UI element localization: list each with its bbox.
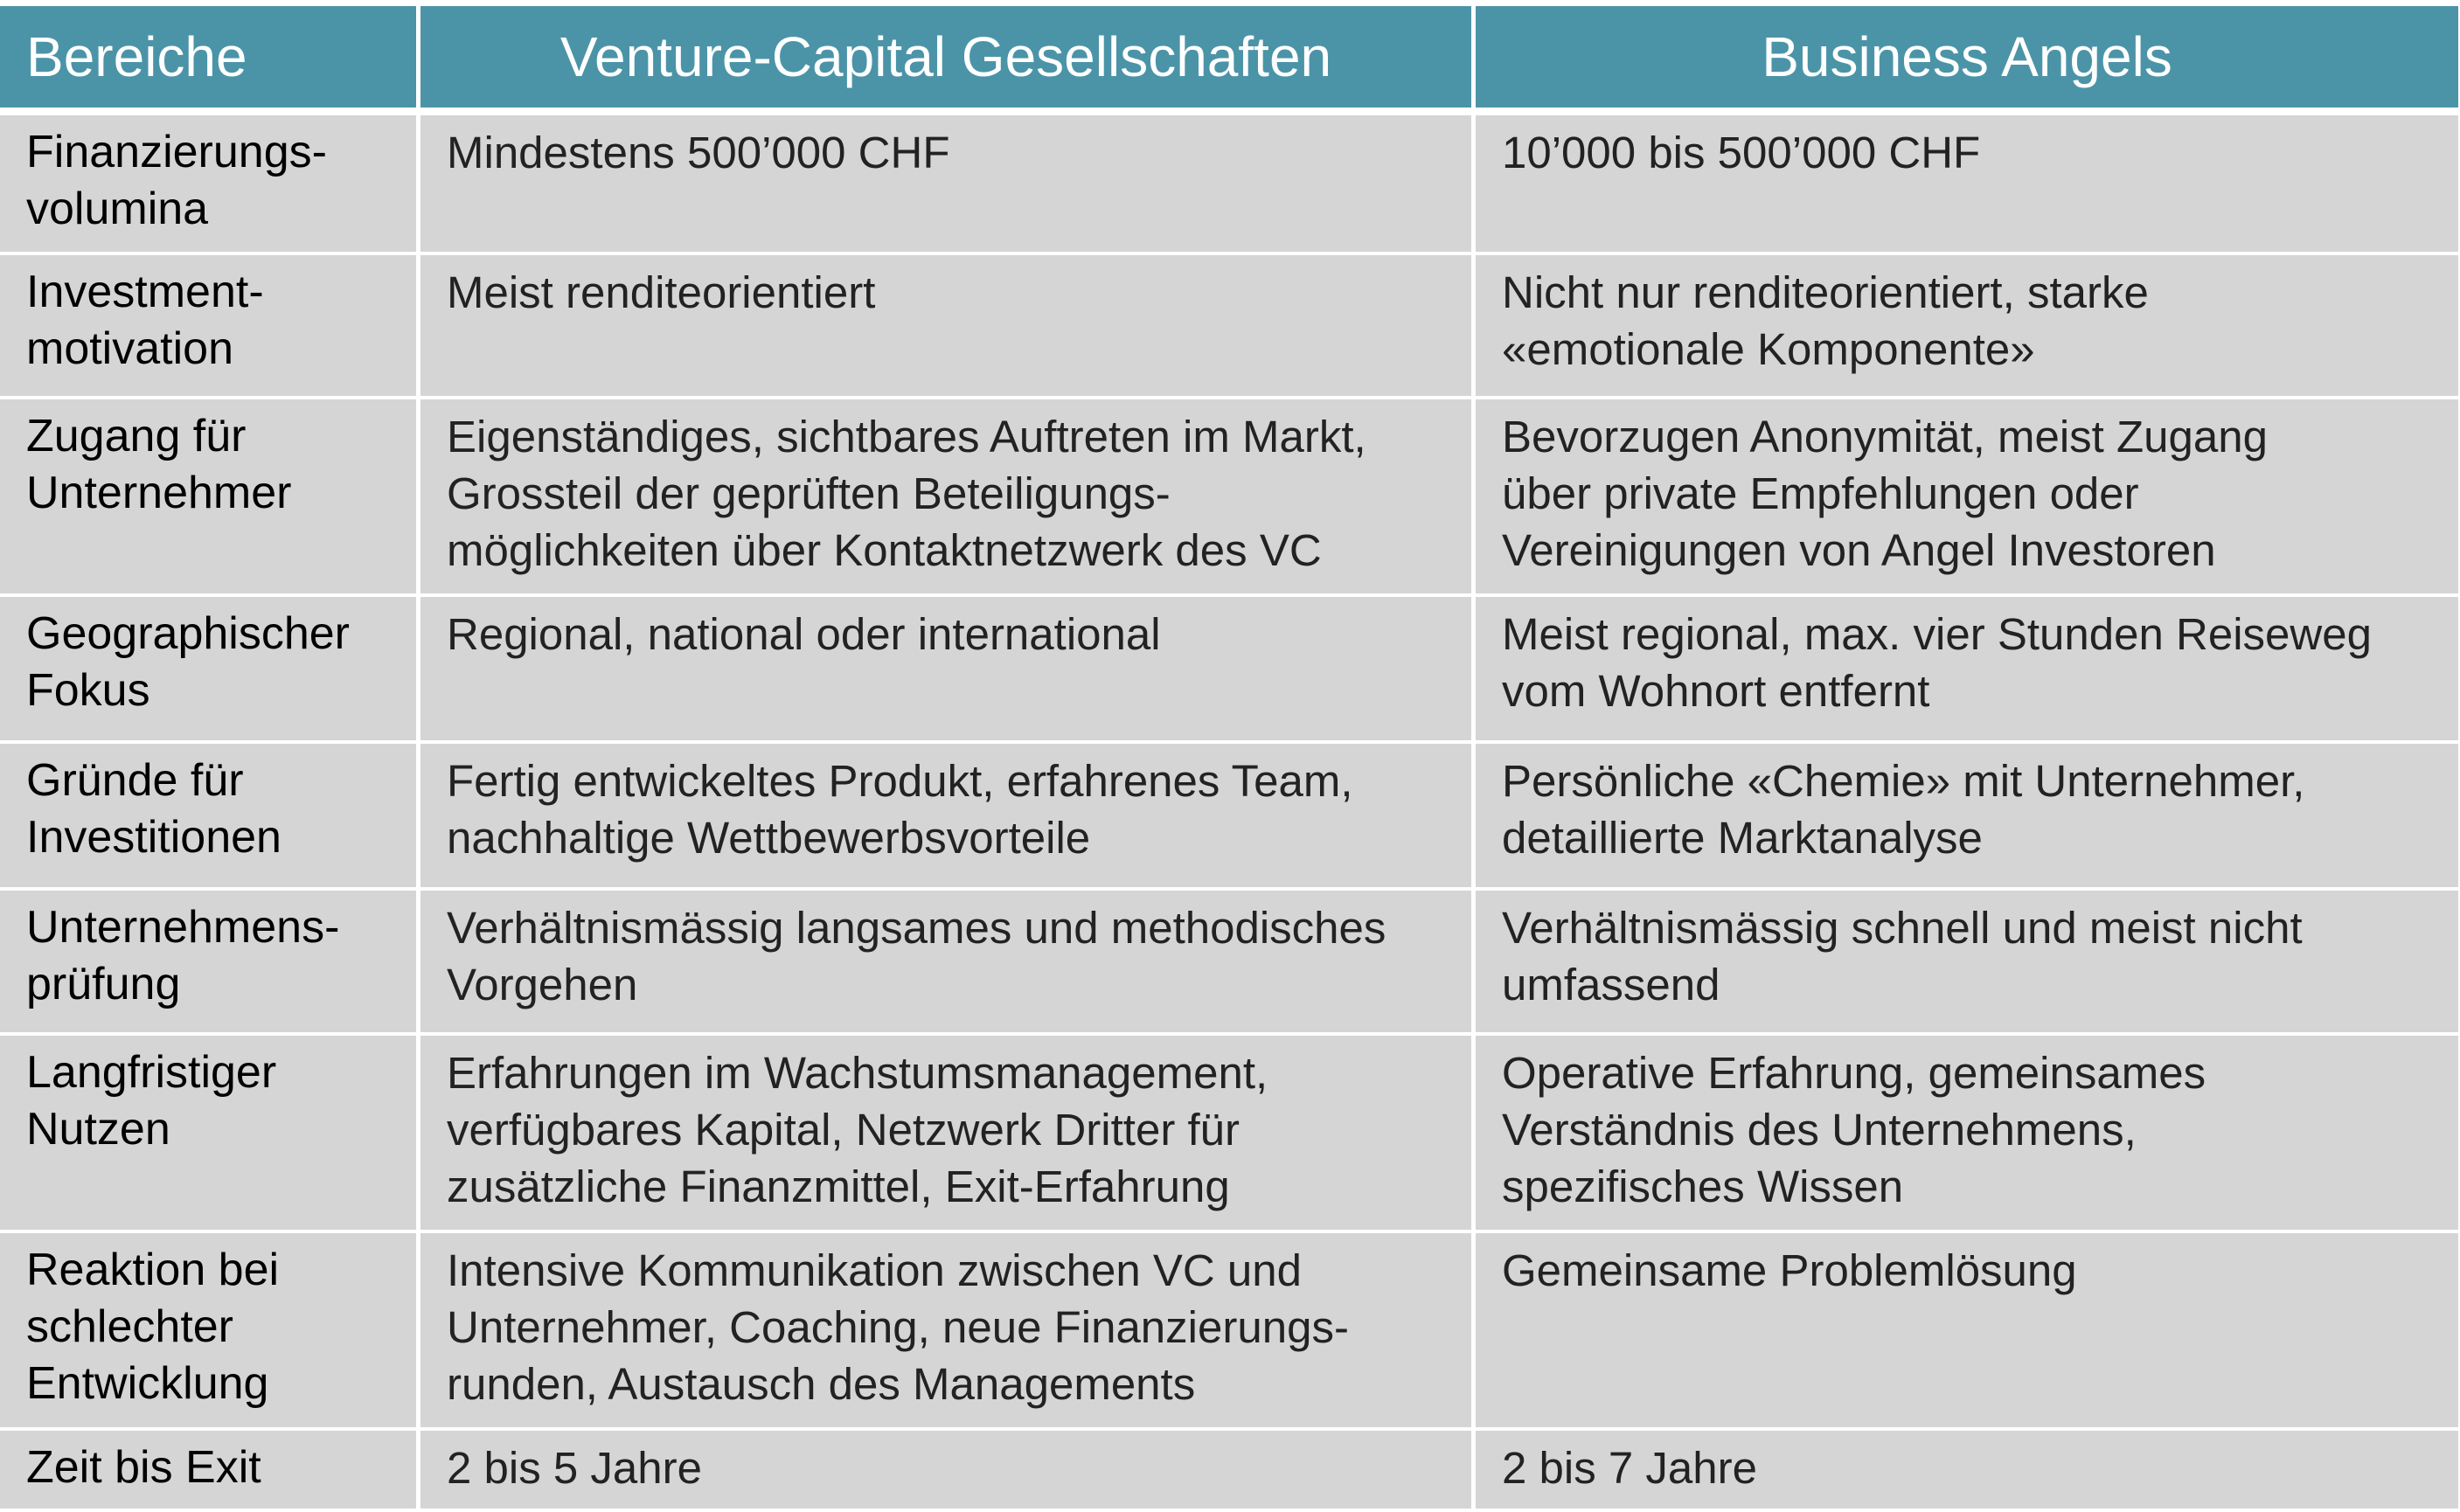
business-angels-cell: Operative Erfahrung, gemeinsames Verstän… <box>1476 1036 2458 1233</box>
venture-capital-cell: Mindestens 500’000 CHF <box>420 115 1476 255</box>
comparison-table: Bereiche Venture-Capital Gesellschaften … <box>0 6 2458 1512</box>
row-label: Gründe für Investitionen <box>0 744 420 891</box>
business-angels-cell: Gemeinsame Problemlösung <box>1476 1233 2458 1431</box>
table-row: Finanzierungs- volumina Mindestens 500’0… <box>0 115 2458 255</box>
business-angels-cell: Bevorzugen Anonymität, meist Zugang über… <box>1476 399 2458 597</box>
row-label: Unternehmens- prüfung <box>0 891 420 1036</box>
venture-capital-cell: Erfahrungen im Wachstumsmanagement, verf… <box>420 1036 1476 1233</box>
business-angels-cell: 2 bis 7 Jahre <box>1476 1431 2458 1512</box>
row-label: Geographischer Fokus <box>0 597 420 744</box>
table-row: Investment- motivation Meist renditeorie… <box>0 255 2458 399</box>
table-row: Geographischer Fokus Regional, national … <box>0 597 2458 744</box>
venture-capital-cell: Eigenständiges, sichtbares Auftreten im … <box>420 399 1476 597</box>
table-row: Gründe für Investitionen Fertig entwicke… <box>0 744 2458 891</box>
row-label: Finanzierungs- volumina <box>0 115 420 255</box>
venture-capital-cell: Fertig entwickeltes Produkt, erfahrenes … <box>420 744 1476 891</box>
row-label: Reaktion bei schlechter Entwicklung <box>0 1233 420 1431</box>
venture-capital-cell: Verhältnismässig langsames und methodisc… <box>420 891 1476 1036</box>
venture-capital-cell: Regional, national oder international <box>420 597 1476 744</box>
row-label: Zeit bis Exit <box>0 1431 420 1512</box>
business-angels-cell: 10’000 bis 500’000 CHF <box>1476 115 2458 255</box>
business-angels-cell: Verhältnismässig schnell und meist nicht… <box>1476 891 2458 1036</box>
venture-capital-cell: Meist renditeorientiert <box>420 255 1476 399</box>
header-venture-capital: Venture-Capital Gesellschaften <box>420 6 1476 115</box>
row-label: Zugang für Unternehmer <box>0 399 420 597</box>
table-row: Langfristiger Nutzen Erfahrungen im Wach… <box>0 1036 2458 1233</box>
header-areas: Bereiche <box>0 6 420 115</box>
venture-capital-cell: Intensive Kommunikation zwischen VC und … <box>420 1233 1476 1431</box>
business-angels-cell: Nicht nur renditeorientiert, starke «emo… <box>1476 255 2458 399</box>
venture-capital-cell: 2 bis 5 Jahre <box>420 1431 1476 1512</box>
table-row: Unternehmens- prüfung Verhältnismässig l… <box>0 891 2458 1036</box>
table-row: Zeit bis Exit 2 bis 5 Jahre 2 bis 7 Jahr… <box>0 1431 2458 1512</box>
table-row: Reaktion bei schlechter Entwicklung Inte… <box>0 1233 2458 1431</box>
business-angels-cell: Meist regional, max. vier Stunden Reisew… <box>1476 597 2458 744</box>
table-row: Zugang für Unternehmer Eigenständiges, s… <box>0 399 2458 597</box>
business-angels-cell: Persönliche «Chemie» mit Unternehmer, de… <box>1476 744 2458 891</box>
header-row: Bereiche Venture-Capital Gesellschaften … <box>0 6 2458 115</box>
row-label: Langfristiger Nutzen <box>0 1036 420 1233</box>
header-business-angels: Business Angels <box>1476 6 2458 115</box>
row-label: Investment- motivation <box>0 255 420 399</box>
